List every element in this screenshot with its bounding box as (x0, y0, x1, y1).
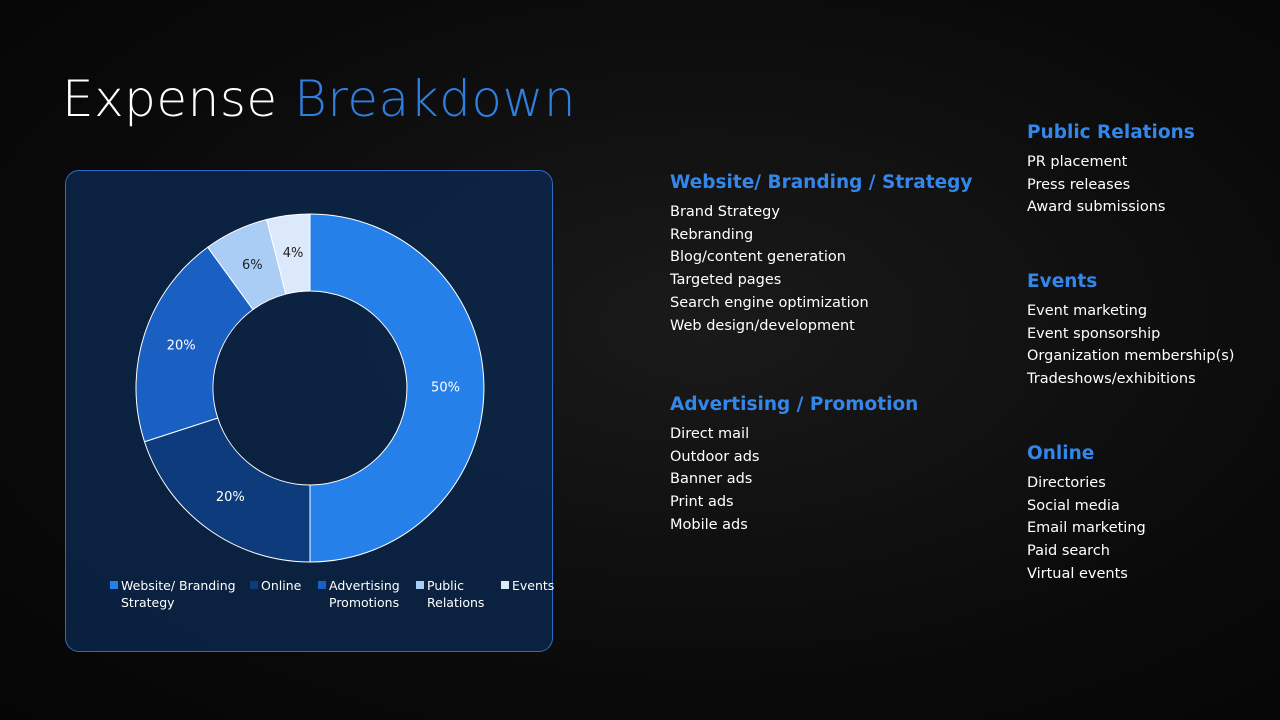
section-item: Email marketing (1027, 520, 1146, 537)
title: Expense Breakdown (62, 70, 576, 128)
section-item: Direct mail (670, 426, 750, 442)
section-item: Brand Strategy (670, 204, 780, 220)
section-item: Event marketing (1027, 303, 1148, 319)
legend-swatch (416, 581, 424, 589)
donut-segment (135, 246, 254, 443)
section-heading: Advertising / Promotion (670, 394, 919, 415)
section-item: Rebranding (670, 226, 754, 243)
donut-chart: 50% 20% 20% 6% 4% (135, 213, 485, 563)
section-item: Blog/content generation (670, 249, 846, 266)
section-item: Paid search (1027, 543, 1110, 560)
data-label: 20% (167, 339, 196, 354)
text-section: Public Relations PR placement Press releas… (1027, 122, 1195, 219)
section-item: Virtual events (1027, 565, 1128, 582)
section-item: Targeted pages (670, 272, 782, 289)
donut-segment (266, 213, 311, 295)
legend: Website/ Branding Strategy Online Advertis… (110, 577, 569, 611)
section-item: Web design/development (670, 317, 855, 334)
text-section: Website/ Branding / Strategy Brand Strate… (670, 172, 972, 337)
legend-item: Public Relations (416, 577, 493, 611)
legend-item: Advertising Promotions (318, 577, 408, 611)
section-item: Outdoor ads (670, 448, 760, 465)
section-item: Social media (1027, 497, 1120, 514)
section-item: Press releases (1027, 176, 1131, 193)
data-label: 20% (216, 490, 245, 505)
section-item: Award submissions (1027, 199, 1166, 216)
data-label: 4% (283, 246, 304, 261)
legend-swatch (250, 581, 258, 589)
data-label: 50% (431, 381, 460, 396)
section-item: Event sponsorship (1027, 325, 1161, 342)
data-label: 6% (242, 258, 263, 273)
section-item: Search engine optimization (670, 294, 869, 311)
section-item: PR placement (1027, 154, 1128, 170)
legend-label: Events (512, 578, 555, 593)
section-heading: Public Relations (1027, 122, 1195, 143)
section-heading: Events (1027, 271, 1098, 292)
legend-item: Online (250, 577, 310, 611)
section-item: Organization membership(s) (1027, 348, 1235, 365)
legend-swatch (501, 581, 509, 589)
section-heading: Online (1027, 443, 1095, 464)
legend-item: Website/ Branding Strategy (110, 577, 242, 611)
donut-segment (143, 417, 311, 563)
title-accent: Breakdown (294, 70, 577, 128)
legend-label: Public Relations (427, 578, 485, 610)
section-heading: Website/ Branding / Strategy (670, 172, 973, 193)
legend-label: Online (261, 578, 302, 593)
legend-label: Website/ Branding Strategy (121, 578, 236, 610)
legend-swatch (110, 581, 118, 589)
legend-label: Advertising Promotions (329, 578, 400, 610)
section-item: Print ads (670, 494, 734, 511)
donut-segment (309, 213, 485, 563)
chart-panel: 50% 20% 20% 6% 4% Website/ Branding Strategy… (65, 170, 554, 652)
text-section: Events Event marketing Event sponsorship Or… (1027, 271, 1234, 391)
legend-item: Events (501, 577, 561, 611)
section-item: Directories (1027, 475, 1106, 491)
section-item: Banner ads (670, 471, 753, 488)
legend-swatch (318, 581, 326, 589)
section-item: Tradeshows/exhibitions (1027, 371, 1196, 388)
title-main: Expense (62, 70, 278, 128)
section-item: Mobile ads (670, 516, 748, 533)
text-section: Advertising / Promotion Direct mail Outdoo… (670, 394, 918, 537)
text-section: Online Directories Social media Email marke… (1027, 443, 1146, 586)
